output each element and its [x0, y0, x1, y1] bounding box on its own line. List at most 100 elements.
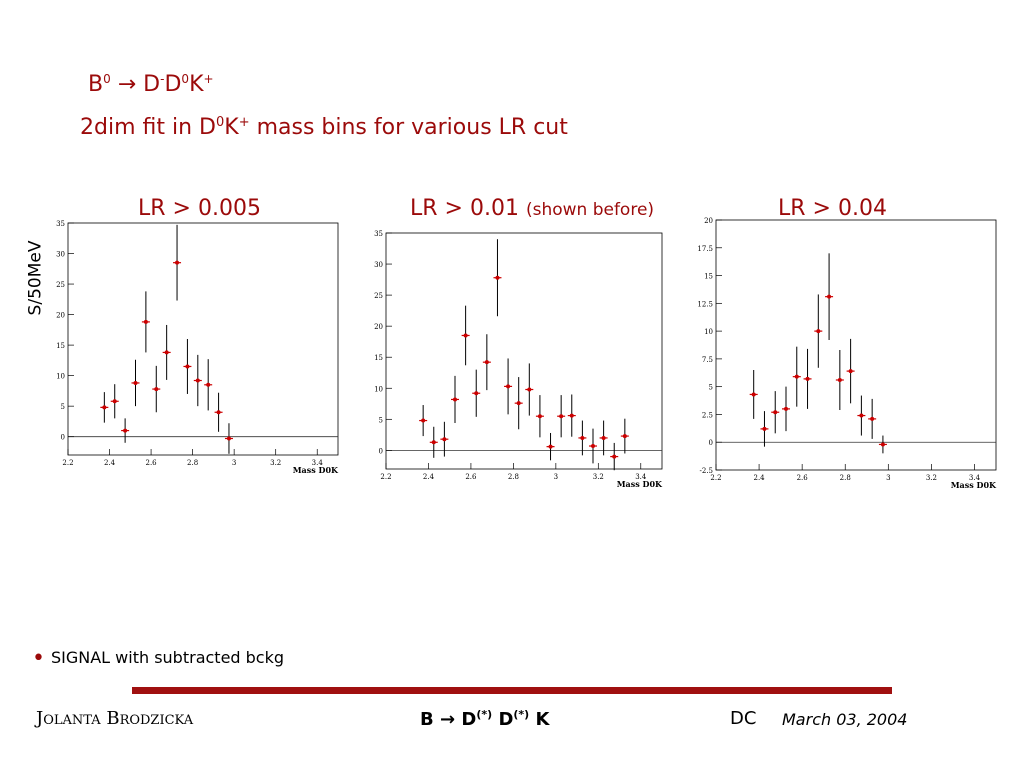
- x-tick-label: 2.8: [840, 474, 851, 482]
- footer-topic: B → D(*) D(*) K: [420, 708, 549, 730]
- data-point: [493, 239, 502, 317]
- data-point: [121, 418, 130, 443]
- title-k-sup: +: [203, 72, 214, 86]
- data-point: [461, 305, 470, 366]
- footer-author-text: Jolanta Brodzicka: [36, 708, 194, 729]
- point-marker: [870, 416, 875, 421]
- point-marker: [537, 414, 542, 419]
- point-marker: [516, 401, 521, 406]
- point-marker: [773, 410, 778, 415]
- footer-topic-star1: (*): [476, 708, 493, 721]
- data-point: [214, 392, 223, 432]
- x-tick-label: 3: [554, 473, 558, 481]
- data-point: [599, 420, 608, 456]
- x-tick-label: 3.4: [312, 459, 324, 467]
- footer-topic-star2: (*): [513, 708, 530, 721]
- y-tick-label: 30: [56, 251, 65, 259]
- data-point: [610, 442, 619, 471]
- point-marker: [123, 428, 128, 433]
- point-marker: [442, 437, 447, 442]
- y-tick-label: 15: [374, 354, 383, 362]
- data-point: [868, 398, 877, 439]
- y-tick-label: 12.5: [697, 300, 713, 308]
- x-tick-label: 3.2: [270, 459, 281, 467]
- data-point: [749, 370, 758, 419]
- title-d-sup: -: [160, 72, 165, 86]
- point-marker: [154, 387, 159, 392]
- x-axis-label: Mass D0K: [293, 465, 339, 475]
- data-point: [173, 224, 182, 301]
- point-marker: [848, 369, 853, 374]
- point-marker: [559, 414, 564, 419]
- y-tick-label: 5: [379, 416, 383, 424]
- data-point: [620, 418, 629, 454]
- y-tick-label: 20: [704, 217, 713, 225]
- point-marker: [143, 319, 148, 324]
- data-point: [504, 358, 513, 415]
- data-point: [589, 428, 597, 464]
- x-tick-label: 3.4: [635, 473, 647, 481]
- y-axis-label: S/50MeV: [25, 240, 46, 316]
- x-tick-label: 3.2: [926, 474, 937, 482]
- data-point: [152, 365, 161, 413]
- point-marker: [463, 333, 468, 338]
- point-marker: [195, 378, 200, 383]
- y-tick-label: -2.5: [700, 467, 714, 475]
- point-marker: [527, 387, 532, 392]
- y-tick-label: 10: [374, 385, 383, 393]
- x-tick-label: 2.8: [187, 459, 198, 467]
- x-tick-label: 3: [232, 459, 236, 467]
- data-point: [878, 435, 887, 454]
- point-marker: [762, 426, 767, 431]
- point-marker: [453, 397, 457, 402]
- y-tick-label: 15: [704, 273, 713, 281]
- y-tick-label: 25: [374, 292, 383, 300]
- data-point: [546, 432, 555, 461]
- data-point: [100, 392, 109, 423]
- point-marker: [206, 382, 211, 387]
- y-tick-label: 0: [709, 439, 713, 447]
- bullet-text: SIGNAL with subtracted bckg: [50, 648, 285, 667]
- y-tick-label: 25: [56, 281, 65, 289]
- y-tick-label: 30: [374, 261, 383, 269]
- point-marker: [880, 442, 885, 447]
- title-d0: D: [164, 72, 182, 97]
- data-point: [204, 359, 213, 411]
- y-tick-label: 35: [56, 220, 65, 228]
- data-point: [440, 421, 449, 457]
- point-marker: [612, 454, 617, 459]
- point-marker: [495, 275, 500, 280]
- x-tick-label: 2.2: [62, 459, 73, 467]
- x-tick-label: 2.8: [508, 473, 519, 481]
- point-marker: [569, 413, 574, 418]
- data-point: [131, 359, 140, 407]
- title-b-sup: 0: [103, 72, 111, 86]
- x-tick-label: 3.2: [593, 473, 604, 481]
- footer-topic-b: B: [420, 709, 434, 730]
- data-point: [429, 426, 438, 458]
- x-tick-label: 2.2: [710, 474, 721, 482]
- point-marker: [591, 444, 595, 449]
- point-marker: [784, 406, 788, 411]
- chart-lr-004: -2.5 0 2.5 5 7.5 10 12.5 15 17.5 20 2.2 2.4 2.6 2.8 3 3…: [697, 217, 997, 490]
- x-tick-label: 2.6: [797, 474, 809, 482]
- point-marker: [185, 364, 190, 369]
- data-point: [535, 395, 544, 438]
- point-marker: [548, 444, 553, 449]
- bullet-item: • SIGNAL with subtracted bckg: [32, 646, 284, 671]
- data-point: [782, 386, 790, 432]
- y-tick-label: 0: [379, 447, 383, 455]
- plot-frame: [385, 232, 663, 470]
- subtitle-supk: +: [238, 115, 250, 130]
- point-marker: [474, 391, 479, 396]
- slide-title: B0 → D-D0K+: [88, 72, 214, 97]
- data-point: [110, 384, 119, 419]
- y-tick-label: 7.5: [702, 356, 713, 364]
- data-point: [578, 420, 587, 456]
- cut-note: (shown before): [525, 200, 655, 220]
- data-point: [760, 411, 769, 447]
- data-point: [183, 339, 192, 394]
- data-point: [803, 348, 812, 409]
- point-marker: [601, 435, 606, 440]
